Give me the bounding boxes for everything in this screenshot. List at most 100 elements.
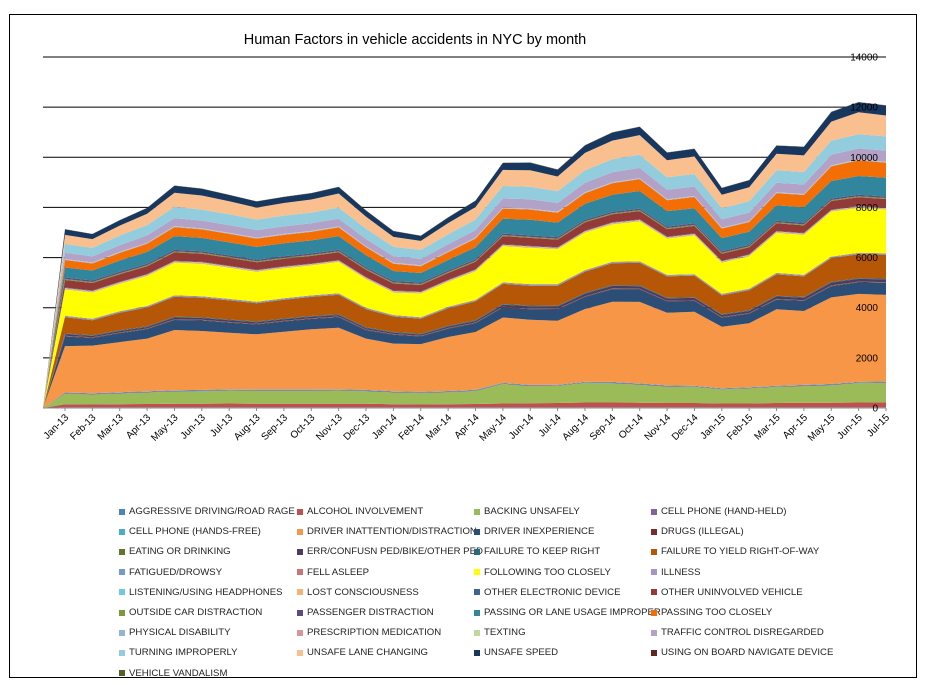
legend-item: FATIGUED/DROWSY [119, 565, 297, 580]
legend-label: FAILURE TO YIELD RIGHT-OF-WAY [661, 546, 820, 558]
legend-swatch [297, 589, 303, 596]
legend-item: FELL ASLEEP [297, 565, 474, 580]
x-tick-label: Jan-15 [699, 412, 729, 442]
legend-swatch [474, 508, 480, 515]
legend-label: FOLLOWING TOO CLOSELY [484, 566, 611, 578]
x-tick-label: Mar-13 [96, 412, 126, 442]
legend-item: FOLLOWING TOO CLOSELY [474, 565, 651, 580]
legend-label: FATIGUED/DROWSY [129, 566, 223, 578]
area-series-11 [43, 254, 886, 408]
x-tick-label: Jun-13 [179, 412, 209, 442]
legend-swatch [119, 528, 125, 535]
legend-swatch [651, 569, 657, 576]
legend-swatch [651, 609, 657, 616]
legend-item: LISTENING/USING HEADPHONES [119, 585, 297, 600]
x-tick-label: Mar-14 [424, 412, 454, 442]
legend-swatch [651, 629, 657, 636]
x-tick-label: Mar-15 [752, 412, 782, 442]
area-series-14 [43, 207, 886, 408]
x-tick-label: May-13 [149, 412, 181, 444]
legend-swatch [474, 548, 480, 555]
area-series-2 [43, 382, 886, 408]
legend-swatch [474, 528, 480, 535]
legend-label: OTHER UNINVOLVED VEHICLE [661, 586, 803, 598]
area-series-5 [43, 293, 886, 408]
legend-label: AGGRESSIVE DRIVING/ROAD RAGE [129, 506, 295, 518]
legend-label: ERR/CONFUSN PED/BIKE/OTHER PED [307, 546, 483, 558]
legend-item: DRIVER INATTENTION/DISTRACTION [297, 524, 477, 539]
legend-swatch [297, 508, 303, 515]
legend-label: OUTSIDE CAR DISTRACTION [129, 607, 263, 619]
legend-label: DRUGS (ILLEGAL) [661, 526, 744, 538]
x-tick-label: Dec-14 [670, 412, 701, 443]
legend-item: ERR/CONFUSN PED/BIKE/OTHER PED [297, 544, 483, 559]
legend-item: TEXTING [474, 625, 651, 640]
chart-title: Human Factors in vehicle accidents in NY… [244, 32, 587, 48]
x-tick-label: May-15 [806, 412, 838, 444]
legend-item: PASSING TOO CLOSELY [651, 605, 841, 620]
x-tick-label: Feb-13 [68, 412, 98, 442]
legend-item: AGGRESSIVE DRIVING/ROAD RAGE [119, 504, 297, 519]
x-tick-label: Nov-13 [314, 412, 345, 443]
legend-label: DRIVER INATTENTION/DISTRACTION [307, 526, 477, 538]
x-tick-label: May-14 [478, 412, 510, 444]
legend-swatch [651, 508, 657, 515]
legend-swatch [474, 609, 480, 616]
x-tick-label: Jan-14 [370, 412, 400, 442]
x-tick-label: Feb-14 [397, 412, 427, 442]
legend-swatch [297, 528, 303, 535]
legend-swatch [119, 670, 125, 677]
legend-label: VEHICLE VANDALISM [129, 667, 228, 679]
x-tick-label: Aug-14 [561, 412, 592, 443]
legend-item: USING ON BOARD NAVIGATE DEVICE [651, 645, 841, 660]
y-tick-label: 4000 [856, 303, 879, 314]
legend-item: BACKING UNSAFELY [474, 504, 651, 519]
legend-label: TEXTING [484, 627, 526, 639]
legend-label: PASSENGER DISTRACTION [307, 607, 434, 619]
legend-item: TURNING IMPROPERLY [119, 645, 297, 660]
legend-item: UNSAFE LANE CHANGING [297, 645, 474, 660]
legend-label: TURNING IMPROPERLY [129, 647, 238, 659]
y-tick-label: 0 [872, 404, 878, 415]
legend-item: FAILURE TO YIELD RIGHT-OF-WAY [651, 544, 841, 559]
legend-label: LOST CONSCIOUSNESS [307, 586, 419, 598]
legend-swatch [651, 528, 657, 535]
legend-swatch [651, 589, 657, 596]
legend-swatch [119, 589, 125, 596]
legend-label: FAILURE TO KEEP RIGHT [484, 546, 601, 558]
x-tick-label: Jan-13 [42, 412, 72, 442]
chart-plot: Human Factors in vehicle accidents in NY… [42, 32, 893, 444]
legend-label: BACKING UNSAFELY [484, 506, 580, 518]
legend-label: OTHER ELECTRONIC DEVICE [484, 586, 621, 598]
legend-swatch [474, 629, 480, 636]
legend-swatch [297, 649, 303, 656]
legend-item: OUTSIDE CAR DISTRACTION [119, 605, 297, 620]
legend-item: DRUGS (ILLEGAL) [651, 524, 841, 539]
legend-label: PRESCRIPTION MEDICATION [307, 627, 442, 639]
x-tick-label: Dec-13 [342, 412, 373, 443]
legend-swatch [474, 569, 480, 576]
legend-swatch [297, 609, 303, 616]
legend-swatch [119, 508, 125, 515]
legend-label: LISTENING/USING HEADPHONES [129, 586, 283, 598]
x-tick-label: Nov-14 [643, 412, 674, 443]
legend-label: CELL PHONE (HAND-HELD) [661, 506, 787, 518]
legend-label: UNSAFE SPEED [484, 647, 559, 659]
x-tick-label: Feb-15 [725, 412, 755, 442]
legend-label: UNSAFE LANE CHANGING [307, 647, 429, 659]
legend-item: EATING OR DRINKING [119, 544, 297, 559]
legend-label: USING ON BOARD NAVIGATE DEVICE [661, 647, 834, 659]
area-series-1 [43, 402, 886, 408]
legend-label: ALCOHOL INVOLVEMENT [307, 506, 424, 518]
legend-item: LOST CONSCIOUSNESS [297, 585, 474, 600]
legend-swatch [651, 649, 657, 656]
legend-item: TRAFFIC CONTROL DISREGARDED [651, 625, 841, 640]
legend-item: ILLNESS [651, 565, 841, 580]
legend-label: PHYSICAL DISABILITY [129, 627, 231, 639]
legend-item: PASSENGER DISTRACTION [297, 605, 474, 620]
x-tick-label: Jun-15 [835, 412, 865, 442]
x-tick-label: Jun-14 [507, 412, 537, 442]
y-tick-label: 12000 [850, 103, 878, 114]
y-tick-label: 14000 [850, 53, 878, 64]
x-tick-label: Sep-14 [588, 412, 619, 443]
